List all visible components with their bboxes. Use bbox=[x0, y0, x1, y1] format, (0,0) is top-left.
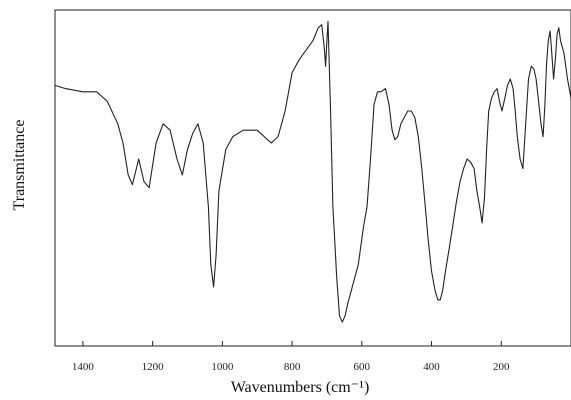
x-tick-label-400: 400 bbox=[423, 361, 440, 373]
x-axis-ticks bbox=[82, 341, 502, 346]
x-axis-tick-labels: 1400 1200 1000 800 600 400 200 bbox=[72, 361, 510, 373]
x-tick-label-1000: 1000 bbox=[211, 361, 234, 373]
plot-frame bbox=[54, 9, 571, 347]
x-tick-label-200: 200 bbox=[493, 361, 510, 373]
x-tick-label-1200: 1200 bbox=[142, 361, 165, 373]
spectrum-line bbox=[54, 20, 571, 323]
x-tick-label-800: 800 bbox=[284, 361, 301, 373]
x-tick-label-600: 600 bbox=[354, 361, 371, 373]
y-axis-title: Transmittance bbox=[11, 120, 28, 211]
x-axis-title: Wavenumbers (cm⁻¹) bbox=[231, 379, 370, 396]
x-tick-label-1400: 1400 bbox=[72, 361, 95, 373]
